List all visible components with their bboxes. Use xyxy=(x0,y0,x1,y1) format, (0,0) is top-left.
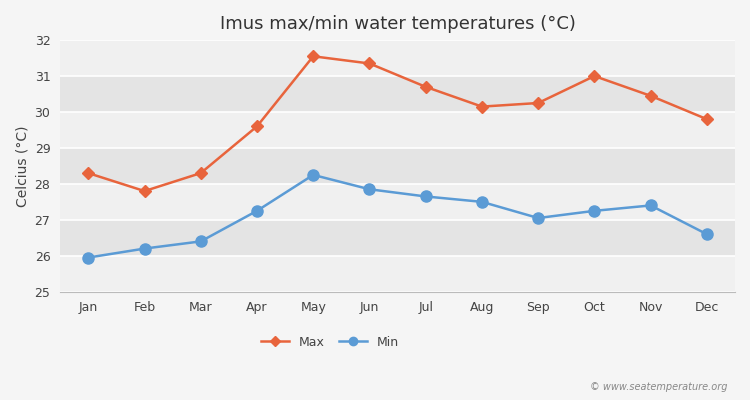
Max xyxy=(253,124,262,129)
Min xyxy=(703,232,712,237)
Legend: Max, Min: Max, Min xyxy=(256,331,404,354)
Bar xyxy=(60,40,735,76)
Max xyxy=(590,74,599,78)
Min xyxy=(646,203,656,208)
Max xyxy=(84,171,93,176)
Min xyxy=(590,208,599,213)
Max xyxy=(646,94,656,98)
Bar xyxy=(60,76,735,112)
Max xyxy=(478,104,487,109)
Text: © www.seatemperature.org: © www.seatemperature.org xyxy=(590,382,728,392)
Max xyxy=(422,84,430,89)
Min xyxy=(309,172,318,177)
Bar xyxy=(60,256,735,292)
Min xyxy=(140,246,149,251)
Max xyxy=(534,101,543,106)
Line: Max: Max xyxy=(84,52,711,195)
Bar xyxy=(60,148,735,184)
Max xyxy=(309,54,318,59)
Min xyxy=(196,239,206,244)
Bar xyxy=(60,220,735,256)
Max xyxy=(140,189,149,194)
Max xyxy=(196,171,206,176)
Min xyxy=(84,255,93,260)
Min xyxy=(365,187,374,192)
Min xyxy=(253,208,262,213)
Max xyxy=(703,117,712,122)
Y-axis label: Celcius (°C): Celcius (°C) xyxy=(15,125,29,207)
Bar xyxy=(60,184,735,220)
Title: Imus max/min water temperatures (°C): Imus max/min water temperatures (°C) xyxy=(220,15,575,33)
Min xyxy=(534,216,543,220)
Min xyxy=(478,200,487,204)
Max xyxy=(365,61,374,66)
Min xyxy=(422,194,430,199)
Line: Min: Min xyxy=(82,169,712,263)
Bar xyxy=(60,112,735,148)
